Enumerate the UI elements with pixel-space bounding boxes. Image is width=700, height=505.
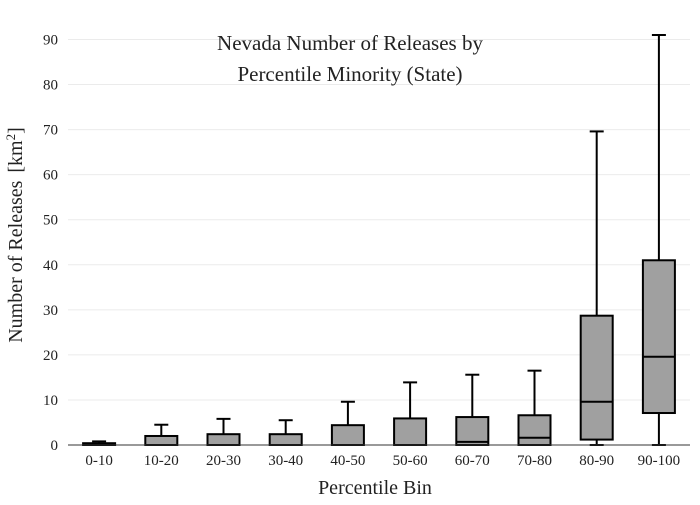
x-tick-label: 80-90: [579, 453, 614, 469]
box-0-10: [82, 440, 117, 447]
box-80-90: [579, 130, 614, 446]
y-tick-label: 40: [43, 258, 58, 274]
box-30-40: [268, 419, 303, 446]
box-60-70: [455, 373, 490, 447]
x-tick-label: 40-50: [330, 453, 365, 469]
y-axis-unit-prefix: [km: [5, 140, 27, 173]
box-iqr: [206, 433, 241, 446]
gridlines: [68, 39, 690, 401]
x-axis-title: Percentile Bin: [318, 477, 432, 499]
y-tick-label: 30: [43, 303, 58, 319]
chart-title-line-2: Percentile Minority (State): [237, 62, 462, 86]
y-tick-label: 0: [51, 438, 59, 454]
x-tick-label: 60-70: [455, 453, 490, 469]
box-50-60: [393, 381, 428, 446]
y-axis-title-text: Number of Releases: [5, 180, 27, 342]
box-iqr: [393, 417, 428, 446]
x-tick-label: 20-30: [206, 453, 241, 469]
x-tick-label: 70-80: [517, 453, 552, 469]
box-iqr: [268, 433, 303, 446]
y-axis-unit-superscript: 2: [3, 134, 18, 141]
box-iqr: [144, 434, 179, 447]
x-tick-label: 30-40: [268, 453, 303, 469]
box-70-80: [517, 369, 552, 446]
y-tick-label: 80: [43, 78, 58, 94]
y-axis-unit-suffix: ]: [5, 127, 27, 134]
y-tick-label: 60: [43, 168, 58, 184]
x-tick-labels: 0-10 10-20 20-30 30-40 40-50 50-60 60-70 70-80 8…: [85, 453, 680, 469]
box-iqr: [579, 314, 614, 441]
box-iqr: [330, 424, 365, 446]
box-40-50: [330, 400, 365, 446]
y-tick-label: 70: [43, 123, 58, 139]
y-axis-title: Number of Releases [km2]: [3, 127, 27, 343]
chart-title-line-1: Nevada Number of Releases by: [217, 31, 483, 55]
box-iqr: [641, 259, 676, 415]
y-tick-label: 90: [43, 33, 58, 49]
x-tick-label: 10-20: [144, 453, 179, 469]
x-tick-label: 0-10: [85, 453, 113, 469]
box-iqr: [455, 416, 490, 447]
y-tick-label: 10: [43, 393, 58, 409]
x-tick-label: 90-100: [638, 453, 681, 469]
x-tick-label: 50-60: [393, 453, 428, 469]
y-tick-labels: 0 10 20 30 40 50 60 70 80 90: [43, 33, 58, 454]
box-10-20: [144, 423, 179, 447]
box-20-30: [206, 417, 241, 446]
y-tick-label: 50: [43, 213, 58, 229]
box-iqr: [517, 414, 552, 446]
box-90-100: [641, 34, 676, 446]
boxes: [82, 34, 676, 447]
y-tick-label: 20: [43, 348, 58, 364]
